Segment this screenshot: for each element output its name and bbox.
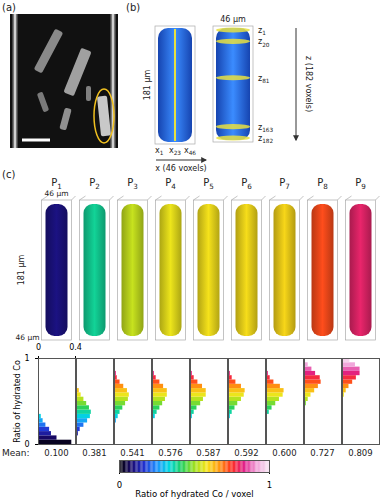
svg-text:0.600: 0.600 (272, 448, 296, 458)
svg-text:(a): (a) (2, 2, 16, 13)
svg-text:x1: x1 (155, 146, 164, 156)
svg-text:z (182 voxels): z (182 voxels) (304, 56, 313, 112)
svg-text:z182: z182 (258, 134, 274, 144)
svg-text:0.809: 0.809 (348, 448, 372, 458)
svg-text:46 μm: 46 μm (44, 189, 68, 198)
svg-text:P4: P4 (165, 177, 176, 191)
svg-text:P3: P3 (127, 177, 138, 191)
svg-text:z81: z81 (258, 74, 270, 84)
svg-text:0.100: 0.100 (44, 448, 68, 458)
svg-text:46 μm: 46 μm (15, 333, 39, 342)
svg-text:P8: P8 (317, 177, 328, 191)
svg-text:P2: P2 (89, 177, 100, 191)
svg-text:z1: z1 (258, 26, 266, 36)
svg-text:0.587: 0.587 (196, 448, 220, 458)
svg-text:0.727: 0.727 (310, 448, 334, 458)
svg-text:181 μm: 181 μm (17, 254, 26, 285)
svg-text:P9: P9 (355, 177, 366, 191)
svg-text:0.4: 0.4 (69, 343, 82, 352)
svg-text:46 μm: 46 μm (220, 15, 246, 24)
svg-text:0: 0 (36, 343, 41, 352)
svg-text:0: 0 (117, 480, 122, 490)
svg-text:1: 1 (24, 354, 29, 363)
svg-text:0.576: 0.576 (158, 448, 182, 458)
svg-text:(b): (b) (126, 2, 140, 13)
svg-text:0.381: 0.381 (82, 448, 106, 458)
svg-text:Mean:: Mean: (2, 448, 30, 458)
svg-text:P6: P6 (241, 177, 252, 191)
svg-text:0.592: 0.592 (234, 448, 258, 458)
svg-text:1: 1 (267, 480, 272, 490)
svg-text:z20: z20 (258, 37, 270, 47)
svg-text:0.541: 0.541 (120, 448, 144, 458)
svg-text:z163: z163 (258, 123, 274, 133)
svg-text:x23: x23 (169, 146, 181, 156)
svg-text:P7: P7 (279, 177, 290, 191)
svg-text:x46: x46 (184, 146, 196, 156)
svg-text:P5: P5 (203, 177, 214, 191)
svg-text:x (46 voxels): x (46 voxels) (155, 164, 206, 173)
svg-text:Ratio of hydrated Co / voxel: Ratio of hydrated Co / voxel (135, 489, 253, 499)
svg-text:P1: P1 (51, 177, 62, 191)
svg-text:Ratio of hydrated Co: Ratio of hydrated Co (13, 360, 22, 443)
svg-text:(c): (c) (2, 169, 15, 180)
svg-text:181 μm: 181 μm (143, 69, 152, 100)
svg-text:0: 0 (24, 440, 29, 449)
